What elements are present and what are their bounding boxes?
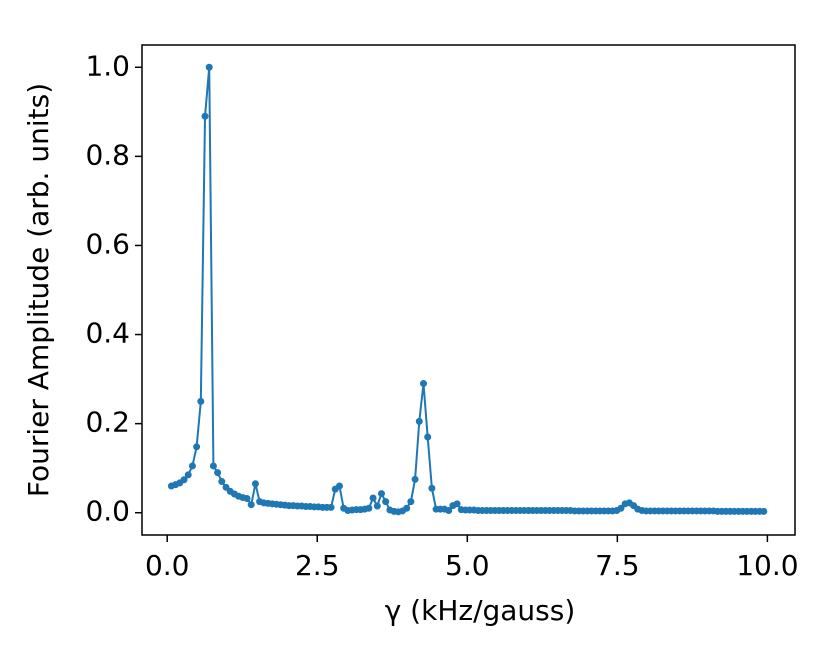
data-point <box>403 504 411 512</box>
x-tick-label: 5.0 <box>445 549 490 582</box>
data-point <box>205 63 213 71</box>
data-point <box>419 380 427 388</box>
data-point <box>201 112 209 120</box>
data-point <box>247 501 255 509</box>
y-axis-label: Fourier Amplitude (arb. units) <box>22 83 55 497</box>
data-point <box>369 494 377 502</box>
data-point <box>218 478 226 486</box>
data-point <box>407 498 415 506</box>
data-point <box>193 443 201 451</box>
data-point <box>188 462 196 470</box>
data-point <box>445 507 453 514</box>
data-point <box>373 502 381 510</box>
data-point <box>214 469 222 477</box>
data-point <box>180 476 188 484</box>
data-point <box>377 490 385 498</box>
data-point <box>209 462 217 470</box>
data-point <box>335 482 343 490</box>
data-point <box>327 503 335 511</box>
x-tick-label: 7.5 <box>595 549 640 582</box>
data-point <box>617 504 625 512</box>
x-axis-label: γ (kHz/gauss) <box>385 594 576 627</box>
data-point <box>197 397 205 405</box>
x-tick-label: 10.0 <box>736 549 798 582</box>
data-point <box>424 433 432 441</box>
data-point <box>382 498 390 506</box>
y-tick-label: 0.6 <box>85 227 130 260</box>
data-point <box>453 500 461 508</box>
x-tick-label: 2.5 <box>295 549 340 582</box>
data-point <box>411 475 419 483</box>
data-point <box>428 484 436 492</box>
data-point <box>415 417 423 425</box>
y-tick-label: 0.8 <box>85 138 130 171</box>
data-line <box>171 67 764 513</box>
y-tick-label: 1.0 <box>85 49 130 82</box>
y-tick-label: 0.4 <box>85 317 130 350</box>
x-tick-label: 0.0 <box>145 549 190 582</box>
data-point <box>760 507 768 515</box>
y-tick-label: 0.0 <box>85 495 130 528</box>
data-point <box>365 504 373 512</box>
data-point <box>243 494 251 502</box>
data-point <box>184 471 192 479</box>
plot-frame <box>141 44 796 536</box>
y-tick-label: 0.2 <box>85 406 130 439</box>
data-point <box>251 480 259 488</box>
